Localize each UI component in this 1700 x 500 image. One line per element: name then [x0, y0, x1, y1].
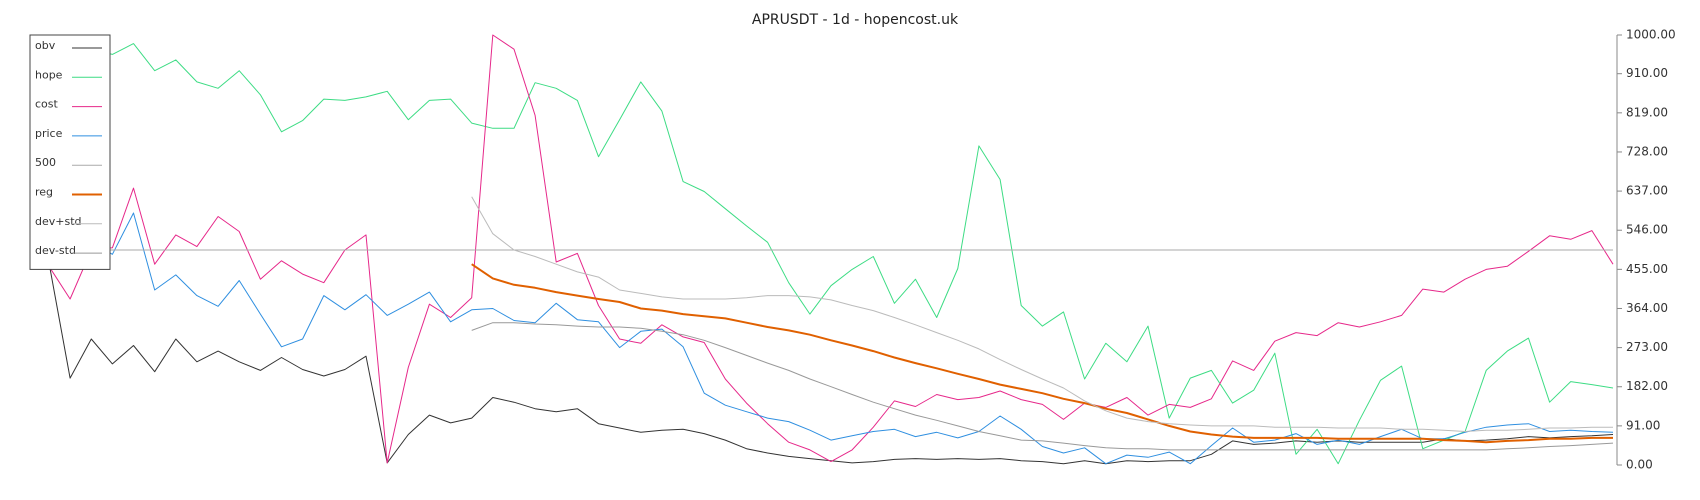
- y-tick-label: 637.00: [1626, 184, 1668, 198]
- series-line: [48, 212, 1614, 465]
- legend-label: dev+std: [35, 215, 82, 228]
- series-line: [48, 34, 1614, 464]
- legend-box: [29, 34, 111, 270]
- series-line: [471, 196, 1613, 432]
- legend-label: cost: [35, 98, 59, 111]
- y-tick-label: 91.00: [1626, 418, 1660, 432]
- chart-title: APRUSDT - 1d - hopencost.uk: [752, 12, 959, 28]
- legend-label: price: [35, 127, 63, 140]
- y-tick-label: 819.00: [1626, 105, 1668, 119]
- y-tick-label: 1000.00: [1626, 28, 1676, 42]
- legend: obv hope cost price 500 reg dev+std dev-std: [29, 34, 111, 270]
- series-line: [48, 43, 1614, 465]
- y-tick-label: 182.00: [1626, 379, 1668, 393]
- legend-label: reg: [35, 186, 53, 199]
- series-line: [471, 322, 1614, 451]
- y-tick-label: 0.00: [1626, 458, 1653, 472]
- legend-label: dev-std: [35, 244, 76, 257]
- y-tick-label: 273.00: [1626, 340, 1668, 354]
- y-tick-label: 728.00: [1626, 144, 1668, 158]
- legend-label: obv: [35, 39, 56, 52]
- y-tick-label: 364.00: [1626, 301, 1668, 315]
- legend-label: hope: [35, 68, 63, 81]
- series-line: [471, 263, 1613, 444]
- legend-label: 500: [35, 156, 56, 169]
- y-tick-label: 910.00: [1626, 66, 1668, 80]
- series-line: [48, 262, 1614, 465]
- y-tick-label: 455.00: [1626, 262, 1668, 276]
- y-tick-label: 546.00: [1626, 223, 1668, 237]
